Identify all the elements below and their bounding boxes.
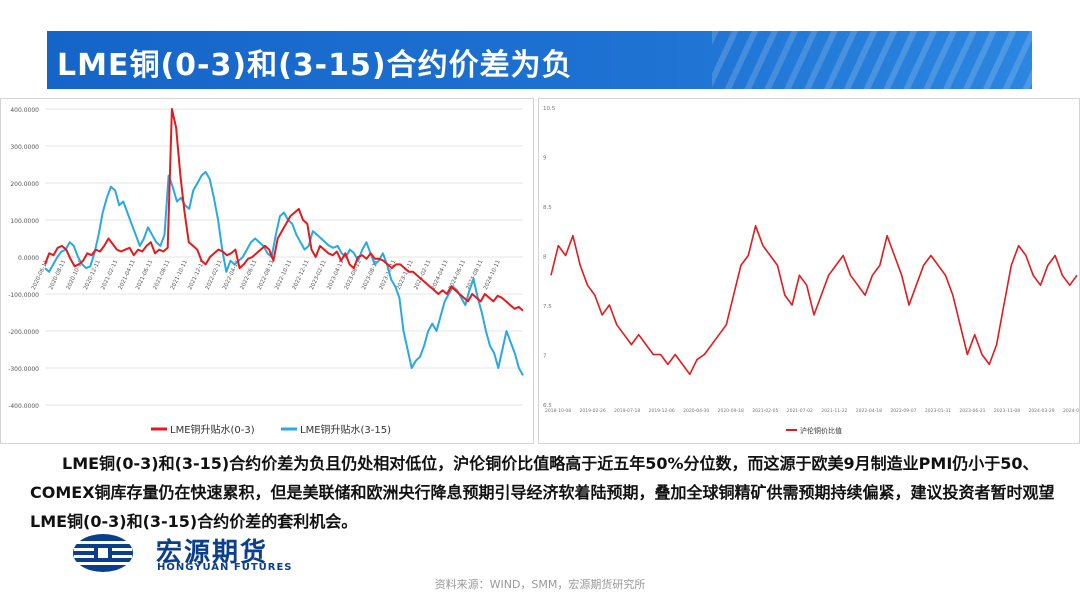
- y-tick-label: -100.0000: [8, 292, 39, 299]
- x-tick-label: 2021-07-02: [787, 408, 813, 414]
- page-title: LME铜(0-3)和(3-15)合约价差为负: [57, 48, 573, 83]
- x-tick-label: 2022-08-11: [257, 259, 276, 291]
- title-bar: LME铜(0-3)和(3-15)合约价差为负: [47, 31, 1032, 89]
- x-tick-label: 2021-02-05: [752, 408, 778, 414]
- x-tick-label: 2024-04-11: [431, 259, 450, 291]
- x-tick-label: 2020-04-30: [683, 408, 709, 414]
- x-tick-label: 2022-04-18: [856, 408, 882, 414]
- y-tick-label: 9: [543, 156, 547, 162]
- x-tick-label: 2020-08-11: [48, 259, 67, 291]
- chart-shfe-lme-ratio: 10.5 9 8.5 8 7.5 7 6.5 2018-10-08 2019-02-26 2019…: [538, 98, 1080, 444]
- y-tick-label: -300.0000: [8, 366, 39, 373]
- x-tick-label: 2021-06-11: [135, 259, 154, 291]
- x-tick-label: 2021-08-11: [153, 259, 172, 291]
- x-tick-label: 2023-01-31: [925, 408, 951, 414]
- x-tick-label: 2023-06-21: [959, 408, 985, 414]
- x-tick-label: 2020-09-18: [718, 408, 744, 414]
- x-tick-label: 2019-02-26: [580, 408, 606, 414]
- legend-label: LME铜升贴水(3-15): [300, 423, 391, 436]
- x-tick-label: 2023-06-11: [344, 259, 363, 291]
- company-logo: 宏源期货 HONGYUAN FUTURES: [72, 531, 312, 575]
- y-tick-label: 10.5: [543, 106, 556, 112]
- y-tick-label: -400.0000: [8, 403, 39, 410]
- chart-lme-spread-svg: 400.0000 300.0000 200.0000 100.0000 0.0000 -1…: [8, 107, 524, 436]
- x-tick-label: 2021-04-11: [118, 259, 137, 291]
- logo-english: HONGYUAN FUTURES: [157, 562, 293, 573]
- x-tick-label: 2023-02-11: [309, 259, 328, 291]
- x-tick-label: 2019-07-18: [614, 408, 640, 414]
- x-tick-label: 2023-11-08: [994, 408, 1020, 414]
- logo-chinese: 宏源期货: [156, 538, 269, 568]
- x-tick-label: 2022-02-11: [205, 259, 224, 291]
- legend-label: 沪伦铜价比值: [800, 426, 842, 435]
- series-line: [44, 170, 524, 376]
- x-tick-label: 2023-08-11: [361, 259, 380, 291]
- logo-mark-icon: [73, 534, 133, 572]
- x-tick-label: 2021-11-22: [821, 408, 847, 414]
- x-tick-label: 2022-06-11: [239, 259, 258, 291]
- y-tick-label: 7.5: [543, 304, 552, 310]
- y-tick-label: 6.5: [543, 403, 552, 409]
- x-tick-label: 2018-10-08: [545, 408, 571, 414]
- x-tick-label: 2024-08-20: [1063, 408, 1079, 414]
- x-tick-label: 2024-10-11: [483, 259, 502, 291]
- x-tick-label: 2020-12-11: [83, 259, 102, 291]
- series-line: [550, 225, 1078, 376]
- y-tick-label: 200.0000: [10, 181, 39, 188]
- y-tick-label: 8: [543, 255, 547, 261]
- x-tick-label: 2021-02-11: [100, 259, 119, 291]
- title-stripes: [712, 31, 1032, 89]
- analysis-paragraph: LME铜(0-3)和(3-15)合约价差为负且仍处相对低位，沪伦铜价比值略高于近…: [30, 454, 1055, 531]
- x-tick-label: 2024-03-29: [1028, 408, 1054, 414]
- y-tick-label: -200.0000: [8, 329, 39, 336]
- x-tick-label: 2022-09-07: [890, 408, 916, 414]
- x-tick-label: 2022-12-11: [292, 259, 311, 291]
- legend-label: LME铜升贴水(0-3): [170, 423, 255, 436]
- x-tick-label: 2023-04-11: [326, 259, 345, 291]
- series-line: [44, 108, 524, 312]
- x-tick-label: 2019-12-06: [649, 408, 675, 414]
- y-tick-label: 100.0000: [10, 218, 39, 225]
- y-tick-label: 0.0000: [18, 255, 39, 262]
- y-tick-label: 400.0000: [10, 107, 39, 114]
- source-note: 资料来源：WIND，SMM，宏源期货研究所: [434, 578, 646, 591]
- x-tick-label: 2021-10-11: [170, 259, 189, 291]
- y-tick-label: 7: [543, 354, 547, 360]
- x-tick-label: 2022-10-11: [274, 259, 293, 291]
- x-tick-label: 2020-06-11: [31, 259, 50, 291]
- chart-lme-spread: 400.0000 300.0000 200.0000 100.0000 0.0000 -1…: [0, 98, 534, 444]
- y-tick-label: 8.5: [543, 205, 552, 211]
- y-tick-label: 300.0000: [10, 144, 39, 151]
- x-tick-label: 2021-12-11: [187, 259, 206, 291]
